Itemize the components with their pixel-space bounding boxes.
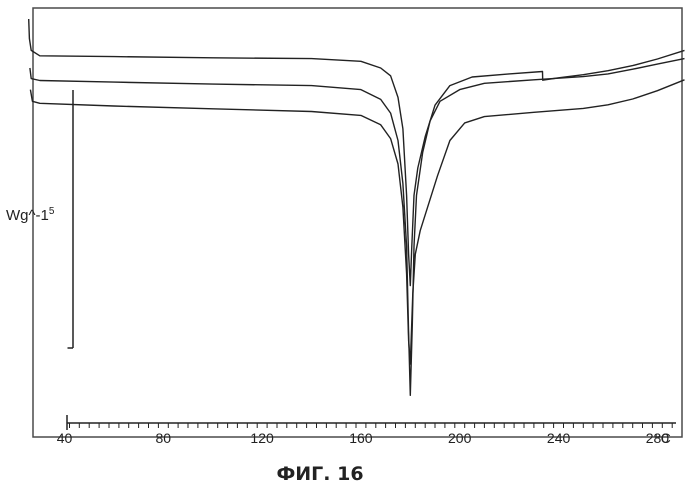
x-axis-unit: °C — [655, 430, 671, 446]
x-tick-label: 120 — [250, 430, 274, 446]
figure-caption: ФИГ. 16 — [0, 463, 640, 485]
x-tick-label: 200 — [448, 430, 472, 446]
x-tick-label: 40 — [57, 430, 73, 446]
chart-background — [0, 0, 690, 460]
y-axis-label-main: Wg^-1 — [6, 207, 49, 224]
y-axis-label-superscript: 5 — [49, 206, 55, 217]
y-axis-label: Wg^-15 — [6, 206, 55, 224]
dsc-chart: 4080120160200240280 °C Wg^-15 — [0, 0, 690, 460]
x-tick-label: 160 — [349, 430, 373, 446]
x-tick-label: 240 — [547, 430, 571, 446]
x-tick-label: 80 — [156, 430, 172, 446]
